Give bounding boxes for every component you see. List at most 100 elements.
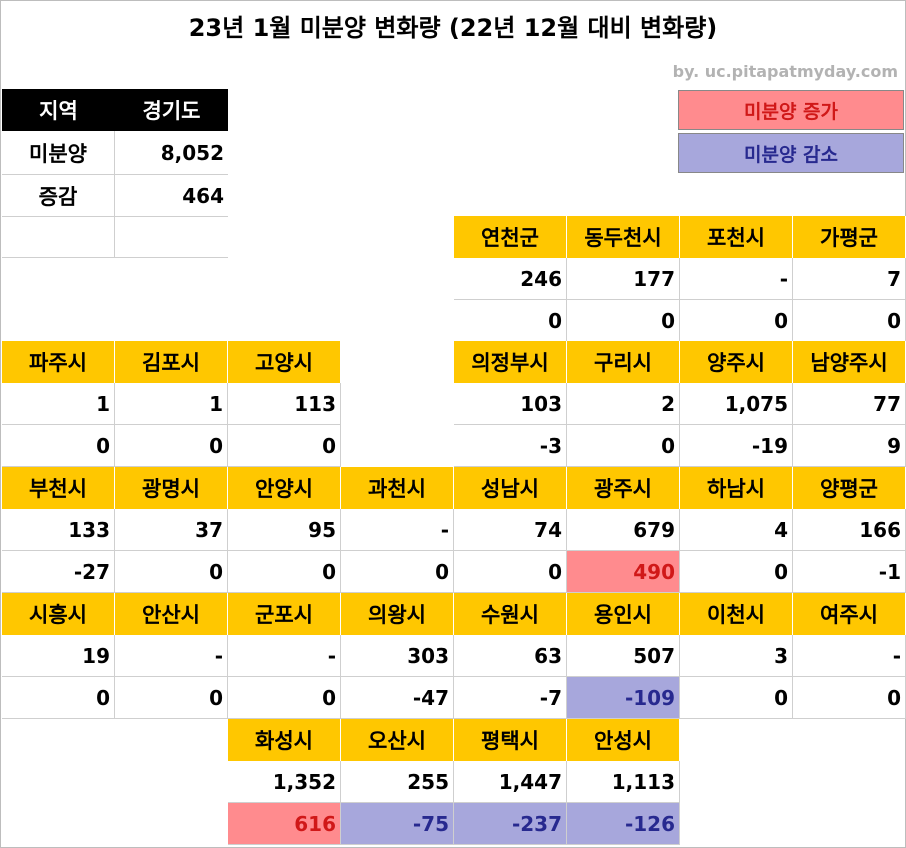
summary-change-label: 증감 (2, 175, 115, 217)
city-name: 구리시 (567, 341, 680, 383)
city-unsold-value: 74 (454, 509, 567, 551)
city-unsold-value: 2 (567, 383, 680, 425)
city-name: 군포시 (228, 593, 341, 635)
city-name: 양평군 (793, 467, 906, 509)
legend-increase: 미분양 증가 (678, 90, 904, 130)
city-unsold-value: 7 (793, 258, 906, 300)
city-name: 파주시 (2, 341, 115, 383)
city-change-value: 0 (341, 551, 454, 593)
city-unsold-value: 166 (793, 509, 906, 551)
city-unsold-value: 37 (115, 509, 228, 551)
city-unsold-value: - (115, 635, 228, 677)
summary-region-value: 경기도 (115, 89, 228, 131)
city-change-value: -47 (341, 677, 454, 719)
summary-blank-cell (2, 217, 115, 258)
city-change-value: -237 (454, 803, 567, 845)
city-name: 의왕시 (341, 593, 454, 635)
summary-region-label: 지역 (2, 89, 115, 131)
city-unsold-value: 77 (793, 383, 906, 425)
summary-blank-cell (115, 217, 228, 258)
city-unsold-value: 1,352 (228, 761, 341, 803)
city-unsold-value: 1,113 (567, 761, 680, 803)
city-change-value: -19 (680, 425, 793, 467)
city-name: 고양시 (228, 341, 341, 383)
city-name: 여주시 (793, 593, 906, 635)
city-name: 포천시 (680, 216, 793, 258)
city-name: 부천시 (2, 467, 115, 509)
city-change-value: 0 (115, 551, 228, 593)
city-change-value: 0 (793, 677, 906, 719)
city-change-value: 616 (228, 803, 341, 845)
city-unsold-value: 255 (341, 761, 454, 803)
city-change-value: 0 (567, 300, 680, 342)
city-name: 의정부시 (454, 341, 567, 383)
city-name: 광명시 (115, 467, 228, 509)
city-change-value: 0 (228, 677, 341, 719)
city-change-value: -75 (341, 803, 454, 845)
city-change-value: 0 (2, 677, 115, 719)
city-unsold-value: 1,075 (680, 383, 793, 425)
city-name: 김포시 (115, 341, 228, 383)
city-name: 오산시 (341, 719, 454, 761)
summary-change-value: 464 (115, 175, 228, 217)
city-unsold-value: - (793, 635, 906, 677)
city-change-value: 0 (793, 300, 906, 342)
city-change-value: -3 (454, 425, 567, 467)
summary-unsold-value: 8,052 (115, 131, 228, 175)
city-change-value: 0 (567, 425, 680, 467)
city-change-value: 0 (228, 425, 341, 467)
city-name: 과천시 (341, 467, 454, 509)
city-name: 안성시 (567, 719, 680, 761)
credit-text: by. uc.pitapatmyday.com (672, 62, 898, 81)
city-change-value: 0 (115, 425, 228, 467)
city-unsold-value: 507 (567, 635, 680, 677)
city-unsold-value: 679 (567, 509, 680, 551)
city-unsold-value: 303 (341, 635, 454, 677)
city-name: 시흥시 (2, 593, 115, 635)
summary-unsold-label: 미분양 (2, 131, 115, 175)
city-name: 하남시 (680, 467, 793, 509)
city-change-value: 0 (115, 677, 228, 719)
city-change-value: 490 (567, 551, 680, 593)
city-change-value: -7 (454, 677, 567, 719)
city-unsold-value: 133 (2, 509, 115, 551)
city-change-value: 0 (454, 551, 567, 593)
city-unsold-value: 246 (454, 258, 567, 300)
city-unsold-value: 63 (454, 635, 567, 677)
city-unsold-value: - (680, 258, 793, 300)
city-unsold-value: 1 (115, 383, 228, 425)
city-name: 안산시 (115, 593, 228, 635)
city-name: 이천시 (680, 593, 793, 635)
city-unsold-value: 4 (680, 509, 793, 551)
city-unsold-value: - (228, 635, 341, 677)
city-name: 동두천시 (567, 216, 680, 258)
city-change-value: 9 (793, 425, 906, 467)
city-name: 연천군 (454, 216, 567, 258)
city-name: 광주시 (567, 467, 680, 509)
city-unsold-value: 1,447 (454, 761, 567, 803)
city-name: 남양주시 (793, 341, 906, 383)
city-name: 가평군 (793, 216, 906, 258)
city-change-value: -27 (2, 551, 115, 593)
city-change-value: 0 (680, 551, 793, 593)
city-name: 용인시 (567, 593, 680, 635)
city-change-value: -126 (567, 803, 680, 845)
city-change-value: 0 (454, 300, 567, 342)
city-unsold-value: 95 (228, 509, 341, 551)
city-unsold-value: 177 (567, 258, 680, 300)
city-name: 성남시 (454, 467, 567, 509)
city-name: 평택시 (454, 719, 567, 761)
page-title: 23년 1월 미분양 변화량 (22년 12월 대비 변화량) (188, 14, 718, 42)
city-name: 수원시 (454, 593, 567, 635)
city-name: 화성시 (228, 719, 341, 761)
city-name: 안양시 (228, 467, 341, 509)
city-unsold-value: 19 (2, 635, 115, 677)
city-change-value: 0 (680, 677, 793, 719)
city-change-value: 0 (228, 551, 341, 593)
legend-decrease: 미분양 감소 (678, 133, 904, 173)
city-change-value: -109 (567, 677, 680, 719)
city-change-value: 0 (680, 300, 793, 342)
city-unsold-value: 103 (454, 383, 567, 425)
city-unsold-value: 3 (680, 635, 793, 677)
city-unsold-value: 113 (228, 383, 341, 425)
